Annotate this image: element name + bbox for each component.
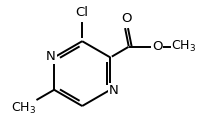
- Text: Cl: Cl: [76, 6, 89, 18]
- Text: O: O: [121, 12, 132, 25]
- Text: N: N: [109, 84, 119, 97]
- Text: CH$_3$: CH$_3$: [171, 39, 197, 54]
- Text: CH$_3$: CH$_3$: [11, 101, 36, 116]
- Text: N: N: [46, 50, 55, 63]
- Text: O: O: [152, 40, 163, 53]
